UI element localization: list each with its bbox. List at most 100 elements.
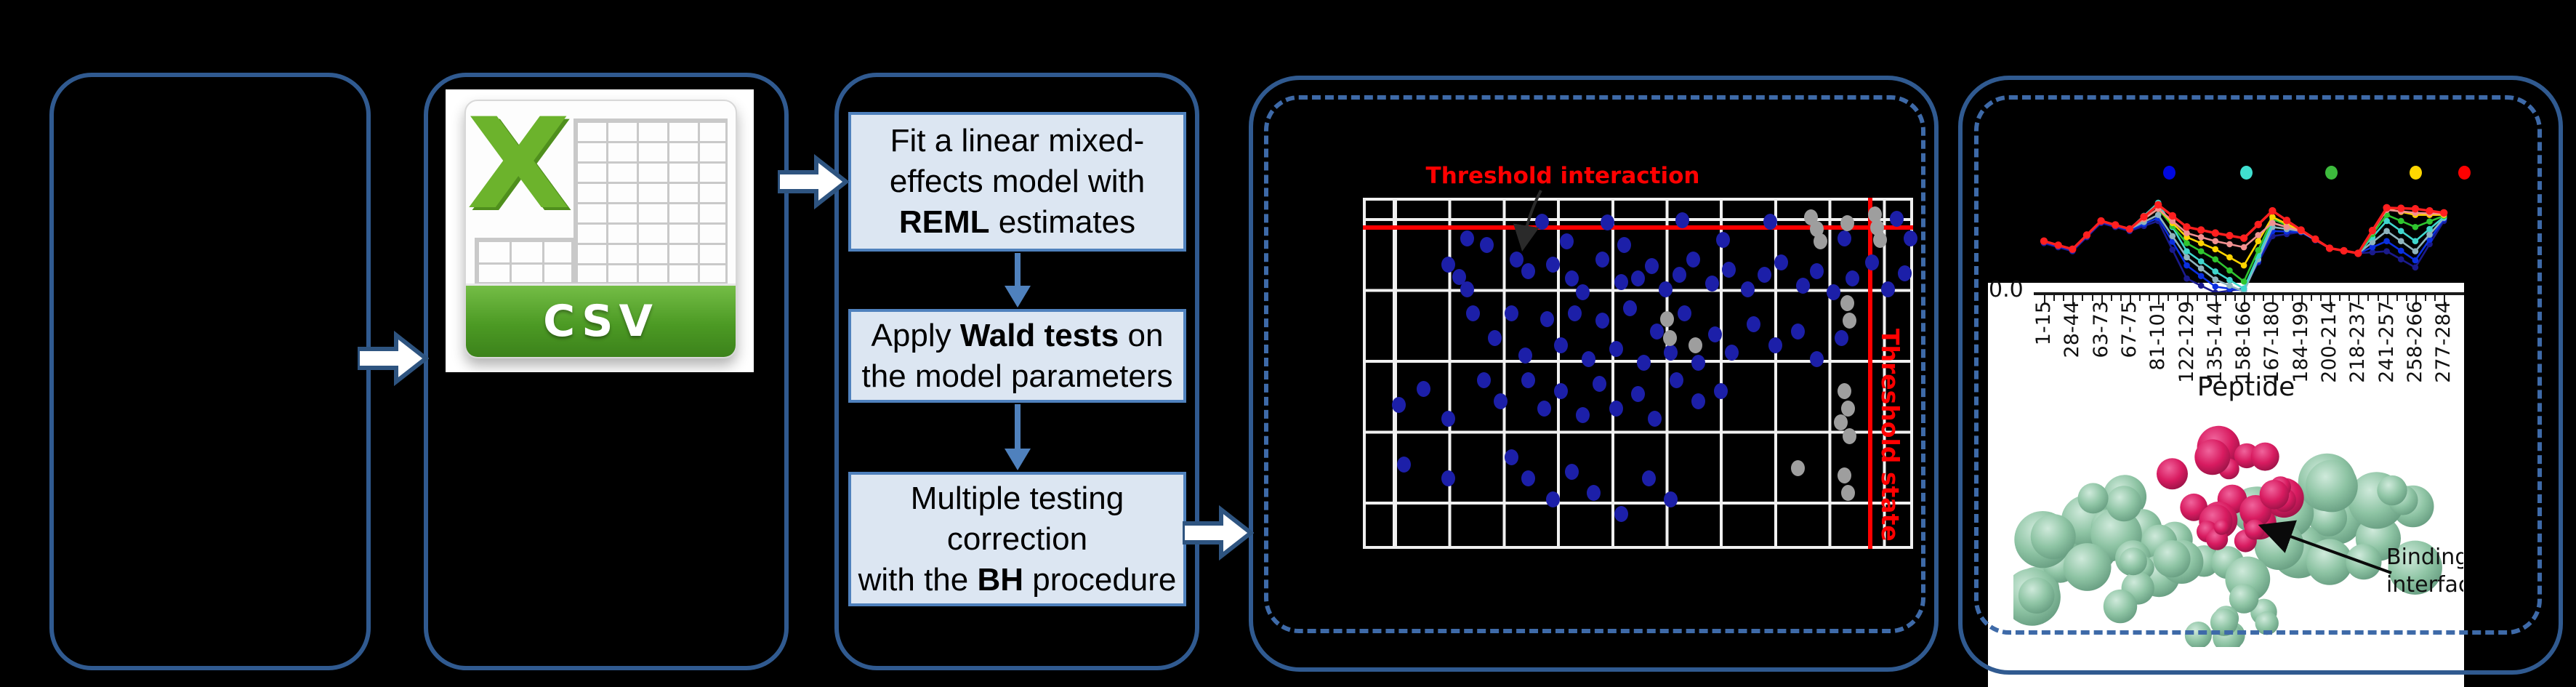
axis-tick bbox=[2234, 295, 2236, 301]
scatter-point bbox=[1565, 270, 1579, 287]
scatter-point bbox=[1504, 305, 1518, 322]
axis-tick bbox=[2224, 295, 2226, 301]
scatter-point bbox=[1837, 382, 1851, 399]
axis-tick bbox=[2291, 295, 2293, 301]
legend-dot bbox=[2163, 166, 2175, 180]
axis-tick bbox=[2330, 295, 2331, 305]
threshold-state-line bbox=[1868, 198, 1872, 549]
scatter-point bbox=[1864, 254, 1879, 271]
scatter-point bbox=[1675, 212, 1689, 229]
scatter-point bbox=[1724, 344, 1739, 361]
scatter-point bbox=[1554, 337, 1569, 353]
scatter-point bbox=[1672, 267, 1686, 284]
scatter-point bbox=[1898, 265, 1912, 281]
panel-protein bbox=[1958, 76, 2563, 675]
scatter-point bbox=[1576, 407, 1590, 424]
scatter-point bbox=[1804, 209, 1819, 225]
scatter-point bbox=[1587, 484, 1601, 501]
x-axis-line bbox=[2034, 292, 2464, 295]
scatter-point bbox=[1636, 355, 1651, 371]
scatter-point bbox=[1833, 414, 1848, 431]
binding-interface-label: Binding interface bbox=[2386, 545, 2463, 598]
scatter-point bbox=[1662, 330, 1677, 347]
right-arrow-icon bbox=[1183, 505, 1254, 561]
scatter-point bbox=[1460, 281, 1475, 297]
axis-tick bbox=[2339, 295, 2341, 301]
binding-interface-arrow bbox=[2258, 520, 2392, 574]
scatter-point bbox=[1521, 372, 1535, 389]
scatter-point bbox=[1559, 233, 1574, 250]
flow-step-reml: Fit a linear mixed-effects model with REM… bbox=[848, 112, 1186, 252]
scatter-point bbox=[1441, 411, 1455, 427]
axis-tick bbox=[2205, 295, 2207, 301]
scatter-point bbox=[1810, 351, 1824, 368]
spreadsheet-grid-icon bbox=[573, 118, 728, 284]
axis-tick bbox=[2082, 295, 2084, 301]
scatter-point bbox=[1609, 340, 1623, 357]
axis-tick bbox=[2282, 295, 2284, 301]
scatter-point bbox=[1835, 330, 1849, 347]
right-arrow-icon bbox=[778, 154, 849, 209]
axis-tick bbox=[2396, 295, 2398, 301]
scatter-point bbox=[1609, 400, 1623, 417]
down-arrow-icon bbox=[1005, 404, 1031, 470]
scatter-point bbox=[1601, 214, 1615, 230]
title-annotation-arrow bbox=[1513, 190, 1542, 252]
axis-tick bbox=[2272, 295, 2274, 305]
axis-tick bbox=[2129, 295, 2131, 305]
axis-tick bbox=[2196, 295, 2198, 301]
scatter-point bbox=[1452, 268, 1466, 285]
panel-scatter bbox=[1249, 76, 1939, 672]
panel-csv bbox=[424, 73, 789, 670]
axis-tick bbox=[2263, 295, 2265, 301]
scatter-point bbox=[1521, 263, 1535, 280]
scatter-point bbox=[1691, 355, 1706, 371]
scatter-point bbox=[1843, 313, 1857, 329]
scatter-point bbox=[1678, 305, 1692, 322]
scatter-point bbox=[1540, 310, 1555, 327]
scatter-point bbox=[1460, 230, 1475, 246]
csv-label: CSV bbox=[543, 296, 659, 347]
legend-dot bbox=[2325, 166, 2338, 180]
flow-step-wald: Apply Wald tests on the model parameters bbox=[848, 309, 1186, 403]
axis-tick bbox=[2158, 295, 2160, 305]
legend-dot bbox=[2410, 166, 2422, 180]
scatter-point bbox=[1397, 457, 1412, 473]
axis-tick bbox=[2091, 295, 2093, 301]
scatter-point bbox=[1567, 305, 1582, 322]
scatter-point bbox=[1705, 276, 1720, 292]
scatter-point bbox=[1837, 467, 1851, 483]
scatter-point bbox=[1650, 323, 1665, 340]
scatter-point bbox=[1846, 270, 1860, 287]
scatter-point bbox=[1889, 210, 1904, 227]
y-axis-tick-label: 0.0 bbox=[1989, 277, 2024, 302]
axis-tick bbox=[2348, 295, 2351, 301]
panel-input bbox=[49, 73, 371, 670]
x-axis-title: Peptide bbox=[2197, 372, 2295, 402]
scatter-point bbox=[1593, 375, 1606, 392]
axis-tick bbox=[2244, 295, 2246, 305]
scatter-point bbox=[1518, 347, 1532, 364]
scatter-point bbox=[1391, 396, 1406, 413]
panel-statistics bbox=[834, 73, 1199, 670]
scatter-point bbox=[1493, 393, 1508, 410]
scatter-point bbox=[1840, 294, 1854, 311]
scatter-point bbox=[1840, 214, 1854, 231]
scatter-point bbox=[1790, 459, 1805, 476]
axis-tick bbox=[2310, 295, 2312, 301]
scatter-point bbox=[1741, 281, 1755, 297]
axis-tick bbox=[2358, 295, 2360, 305]
scatter-point bbox=[1488, 330, 1502, 347]
scatter-point bbox=[1441, 256, 1455, 273]
scatter-point bbox=[1796, 277, 1811, 294]
scatter-point bbox=[1576, 284, 1590, 301]
axis-tick bbox=[2367, 295, 2370, 301]
scatter-point bbox=[1595, 251, 1609, 268]
scatter-point bbox=[1713, 382, 1728, 399]
scatter-point bbox=[1768, 337, 1783, 353]
axis-tick bbox=[2215, 295, 2217, 305]
axis-tick bbox=[2444, 295, 2446, 305]
axis-tick bbox=[2101, 295, 2103, 305]
flow-step-bh: Multiple testing correction with the BH pr… bbox=[848, 472, 1186, 606]
threshold-interaction-line bbox=[1363, 225, 1913, 230]
